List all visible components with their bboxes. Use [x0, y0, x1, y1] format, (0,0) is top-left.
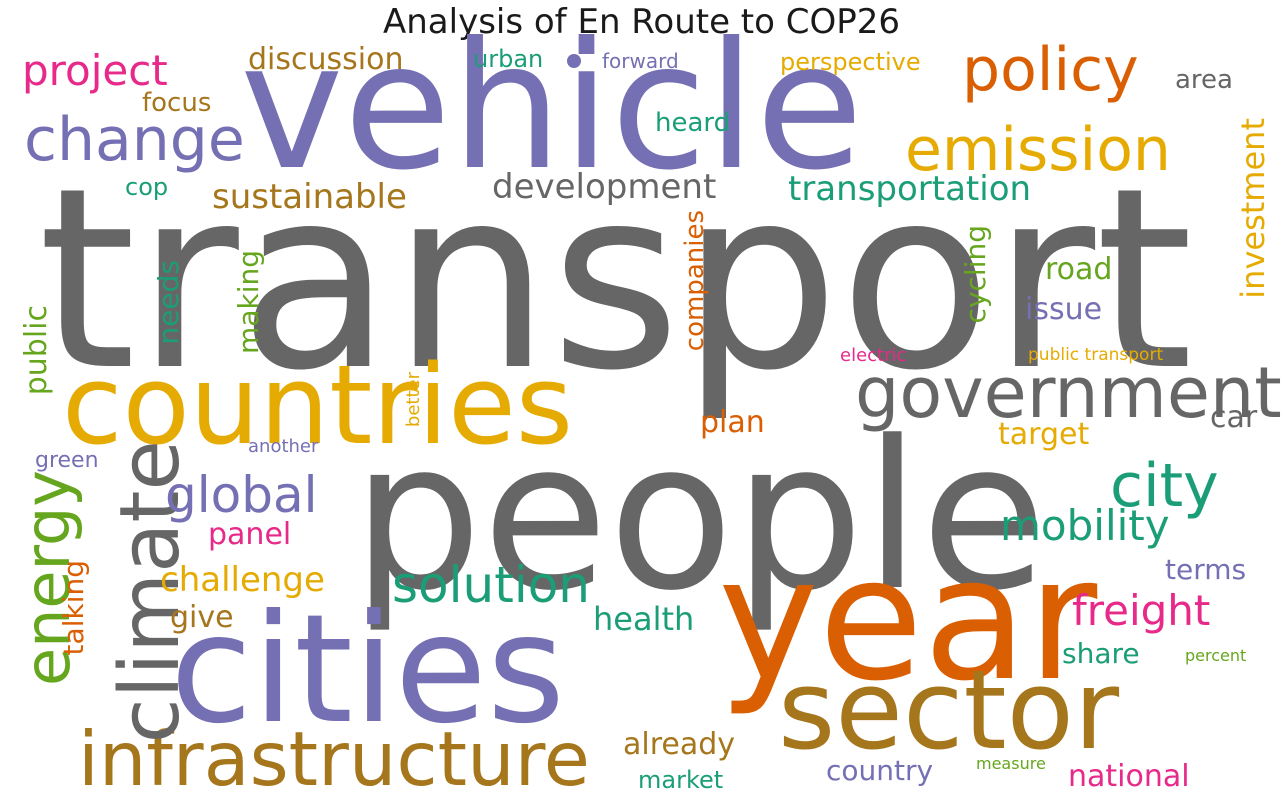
dot-mark [567, 54, 581, 68]
word-challenge: challenge [160, 560, 325, 600]
word-vehicle: vehicle [240, 6, 864, 209]
word-cycling: cycling [959, 225, 992, 324]
word-green: green [35, 448, 99, 473]
word-discussion: discussion [248, 42, 404, 77]
word-city: city [1110, 451, 1219, 521]
word-terms: terms [1165, 553, 1247, 586]
word-cop: cop [125, 173, 169, 201]
word-freight: freight [1072, 586, 1211, 635]
word-market: market [638, 766, 724, 794]
word-policy: policy [962, 35, 1139, 105]
word-making: making [232, 250, 265, 354]
word-another: another [248, 436, 319, 457]
word-global: global [165, 466, 318, 524]
word-urban: urban [473, 45, 544, 73]
word-panel: panel [208, 517, 292, 552]
word-public: public [19, 305, 54, 396]
word-needs: needs [152, 260, 185, 345]
word-better: better [403, 372, 424, 428]
word-project: project [22, 46, 168, 95]
word-plan: plan [700, 405, 765, 440]
figure-title: Analysis of En Route to COP26 [382, 2, 901, 42]
word-area: area [1175, 65, 1233, 95]
word-issue: issue [1025, 292, 1103, 327]
word-national: national [1068, 759, 1190, 794]
word-already: already [623, 727, 736, 762]
word-car: car [1210, 400, 1258, 435]
word-sustainable: sustainable [212, 177, 407, 217]
word-measure: measure [976, 754, 1046, 773]
word-forward: forward [602, 49, 679, 73]
word-public-transport: public transport [1028, 345, 1164, 365]
word-perspective: perspective [780, 48, 921, 76]
word-solution: solution [392, 556, 590, 614]
word-electric: electric [840, 345, 907, 366]
word-target: target [998, 417, 1090, 452]
word-investment: investment [1234, 118, 1272, 299]
word-countries: countries [62, 341, 574, 469]
word-government: government [855, 352, 1282, 434]
word-share: share [1062, 637, 1140, 670]
word-change: change [24, 105, 245, 175]
word-emission: emission [905, 115, 1171, 185]
word-health: health [593, 600, 695, 638]
word-focus: focus [142, 88, 212, 118]
word-give: give [170, 600, 234, 635]
word-infrastructure: infrastructure [78, 715, 590, 803]
word-people: people [352, 398, 1047, 636]
word-sector: sector [778, 646, 1120, 774]
word-year: year [718, 521, 1098, 719]
word-percent: percent [1185, 646, 1247, 665]
word-mobility: mobility [1000, 501, 1170, 550]
word-country: country [826, 754, 934, 787]
word-talking: talking [57, 560, 90, 656]
word-companies: companies [680, 210, 710, 352]
word-development: development [492, 167, 717, 207]
word-road: road [1045, 252, 1113, 287]
word-transport: transport [38, 134, 1194, 425]
word-cities: cities [170, 583, 566, 757]
word-transportation: transportation [788, 169, 1032, 209]
word-heard: heard [655, 108, 731, 138]
